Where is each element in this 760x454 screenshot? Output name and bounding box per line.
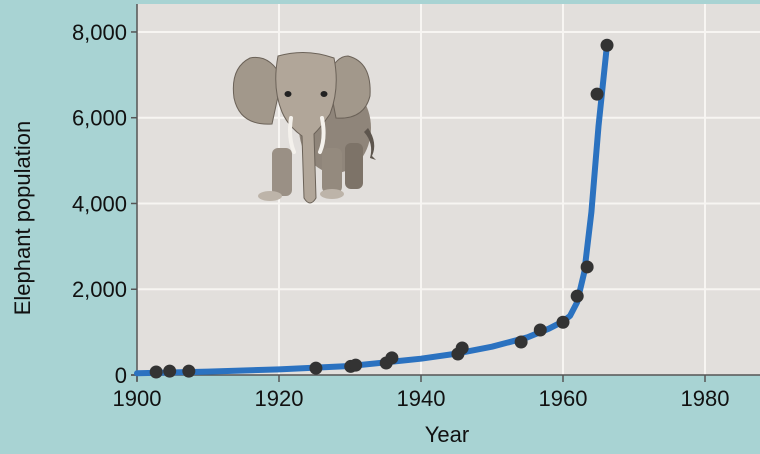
y-tick-label: 8,000	[72, 20, 127, 45]
x-axis-title: Year	[425, 422, 469, 447]
data-point	[455, 341, 469, 355]
data-point	[600, 38, 614, 52]
x-tick-label: 1920	[255, 386, 304, 411]
y-tick-label: 6,000	[72, 106, 127, 131]
x-tick-label: 1900	[113, 386, 162, 411]
y-axis-ticks: 0 2,000 4,000 6,000 8,000	[72, 20, 137, 388]
data-point	[590, 87, 604, 101]
data-point	[556, 315, 570, 329]
data-point	[149, 365, 163, 379]
data-points	[149, 38, 614, 379]
y-axis-title: Elephant population	[10, 121, 35, 316]
grid-lines	[137, 4, 760, 375]
data-point	[163, 364, 177, 378]
data-point	[349, 358, 363, 372]
data-point	[514, 335, 528, 349]
elephant-icon	[232, 52, 376, 204]
x-tick-label: 1960	[539, 386, 588, 411]
y-tick-label: 2,000	[72, 277, 127, 302]
x-tick-label: 1980	[681, 386, 730, 411]
data-point	[385, 351, 399, 365]
y-tick-label: 4,000	[72, 191, 127, 216]
data-point	[570, 289, 584, 303]
x-tick-label: 1940	[397, 386, 446, 411]
data-point	[182, 364, 196, 378]
plot-area	[137, 4, 760, 375]
data-point	[309, 361, 323, 375]
x-axis-ticks: 1900 1920 1940 1960 1980	[113, 375, 730, 411]
data-point	[580, 260, 594, 274]
data-point	[533, 323, 547, 337]
y-tick-label: 0	[115, 363, 127, 388]
